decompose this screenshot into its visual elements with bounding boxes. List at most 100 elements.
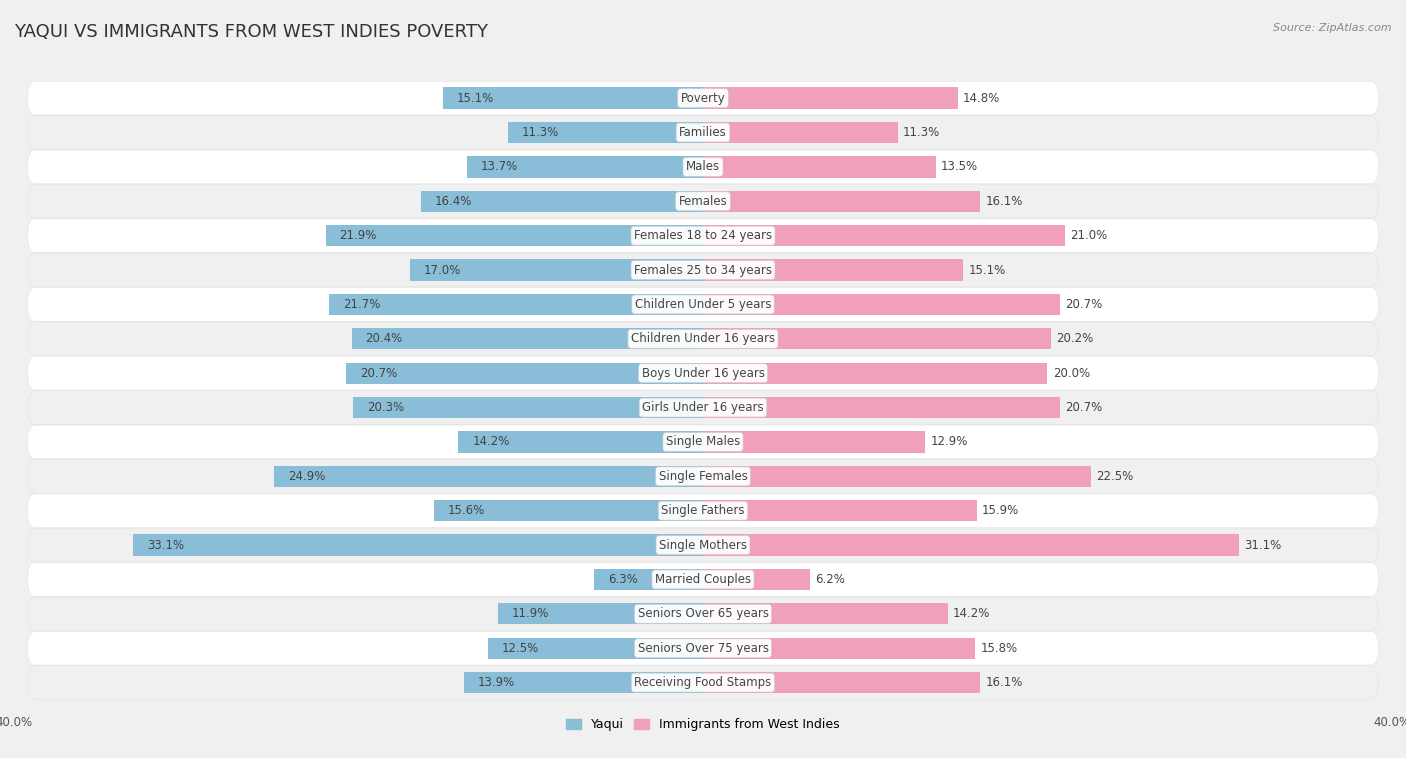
FancyBboxPatch shape xyxy=(28,390,1378,424)
Bar xyxy=(703,225,1064,246)
Bar xyxy=(703,259,963,280)
FancyBboxPatch shape xyxy=(28,322,1378,356)
Text: Seniors Over 75 years: Seniors Over 75 years xyxy=(637,642,769,655)
Text: Source: ZipAtlas.com: Source: ZipAtlas.com xyxy=(1274,23,1392,33)
Bar xyxy=(509,122,703,143)
Legend: Yaqui, Immigrants from West Indies: Yaqui, Immigrants from West Indies xyxy=(561,713,845,737)
Text: 20.3%: 20.3% xyxy=(367,401,405,414)
Bar xyxy=(703,87,957,109)
FancyBboxPatch shape xyxy=(28,631,1378,665)
Bar xyxy=(498,603,703,625)
Bar xyxy=(353,397,703,418)
Bar xyxy=(595,568,703,590)
Text: 13.5%: 13.5% xyxy=(941,161,977,174)
Text: 20.2%: 20.2% xyxy=(1056,332,1094,346)
Text: 16.4%: 16.4% xyxy=(434,195,471,208)
Bar xyxy=(458,431,703,453)
FancyBboxPatch shape xyxy=(28,425,1378,459)
Text: 21.7%: 21.7% xyxy=(343,298,381,311)
Bar xyxy=(467,156,703,177)
Text: Single Females: Single Females xyxy=(658,470,748,483)
Text: Families: Families xyxy=(679,126,727,139)
Bar xyxy=(703,603,948,625)
Text: 14.8%: 14.8% xyxy=(963,92,1000,105)
FancyBboxPatch shape xyxy=(28,597,1378,631)
Text: YAQUI VS IMMIGRANTS FROM WEST INDIES POVERTY: YAQUI VS IMMIGRANTS FROM WEST INDIES POV… xyxy=(14,23,488,41)
Bar xyxy=(346,362,703,384)
FancyBboxPatch shape xyxy=(28,666,1378,700)
Bar xyxy=(464,672,703,694)
FancyBboxPatch shape xyxy=(28,528,1378,562)
Bar xyxy=(703,500,977,522)
Text: 15.8%: 15.8% xyxy=(980,642,1018,655)
Text: Females 18 to 24 years: Females 18 to 24 years xyxy=(634,229,772,242)
Text: 12.9%: 12.9% xyxy=(931,435,967,449)
Bar xyxy=(352,328,703,349)
Text: 22.5%: 22.5% xyxy=(1095,470,1133,483)
Bar xyxy=(443,87,703,109)
Text: 6.3%: 6.3% xyxy=(609,573,638,586)
Text: Married Couples: Married Couples xyxy=(655,573,751,586)
Bar xyxy=(434,500,703,522)
Text: 31.1%: 31.1% xyxy=(1244,539,1281,552)
Bar xyxy=(703,637,976,659)
Bar xyxy=(703,534,1239,556)
Text: 21.0%: 21.0% xyxy=(1070,229,1107,242)
Text: 12.5%: 12.5% xyxy=(502,642,538,655)
FancyBboxPatch shape xyxy=(28,562,1378,597)
Bar xyxy=(703,156,935,177)
Text: Boys Under 16 years: Boys Under 16 years xyxy=(641,367,765,380)
Text: 13.9%: 13.9% xyxy=(478,676,515,689)
Bar xyxy=(703,568,810,590)
FancyBboxPatch shape xyxy=(28,494,1378,528)
Bar xyxy=(703,672,980,694)
Bar xyxy=(703,328,1050,349)
Bar xyxy=(703,431,925,453)
Text: Males: Males xyxy=(686,161,720,174)
Text: Children Under 16 years: Children Under 16 years xyxy=(631,332,775,346)
Text: 20.4%: 20.4% xyxy=(366,332,402,346)
Text: 20.0%: 20.0% xyxy=(1053,367,1090,380)
Bar xyxy=(703,465,1091,487)
FancyBboxPatch shape xyxy=(28,287,1378,321)
Text: 11.9%: 11.9% xyxy=(512,607,550,620)
Text: 11.3%: 11.3% xyxy=(522,126,560,139)
Bar xyxy=(134,534,703,556)
Text: 17.0%: 17.0% xyxy=(425,264,461,277)
Bar xyxy=(703,294,1060,315)
Bar xyxy=(488,637,703,659)
Text: 11.3%: 11.3% xyxy=(903,126,941,139)
Bar xyxy=(329,294,703,315)
Text: Females 25 to 34 years: Females 25 to 34 years xyxy=(634,264,772,277)
Text: Single Males: Single Males xyxy=(666,435,740,449)
Text: 16.1%: 16.1% xyxy=(986,676,1022,689)
Text: 20.7%: 20.7% xyxy=(1064,401,1102,414)
Text: 15.9%: 15.9% xyxy=(981,504,1019,517)
Bar xyxy=(703,122,897,143)
Bar xyxy=(411,259,703,280)
Text: Females: Females xyxy=(679,195,727,208)
Text: 14.2%: 14.2% xyxy=(472,435,509,449)
FancyBboxPatch shape xyxy=(28,150,1378,183)
Text: 6.2%: 6.2% xyxy=(815,573,845,586)
Bar xyxy=(420,190,703,212)
Bar xyxy=(703,190,980,212)
FancyBboxPatch shape xyxy=(28,116,1378,149)
FancyBboxPatch shape xyxy=(28,184,1378,218)
Bar xyxy=(274,465,703,487)
Text: 33.1%: 33.1% xyxy=(146,539,184,552)
Text: 15.6%: 15.6% xyxy=(449,504,485,517)
Text: Single Mothers: Single Mothers xyxy=(659,539,747,552)
Text: Single Fathers: Single Fathers xyxy=(661,504,745,517)
Text: Girls Under 16 years: Girls Under 16 years xyxy=(643,401,763,414)
Bar xyxy=(326,225,703,246)
Text: 21.9%: 21.9% xyxy=(340,229,377,242)
FancyBboxPatch shape xyxy=(28,81,1378,115)
Text: Children Under 5 years: Children Under 5 years xyxy=(634,298,772,311)
Text: 14.2%: 14.2% xyxy=(953,607,990,620)
Bar xyxy=(703,362,1047,384)
FancyBboxPatch shape xyxy=(28,253,1378,287)
Text: 20.7%: 20.7% xyxy=(360,367,398,380)
Text: 13.7%: 13.7% xyxy=(481,161,517,174)
Text: Poverty: Poverty xyxy=(681,92,725,105)
